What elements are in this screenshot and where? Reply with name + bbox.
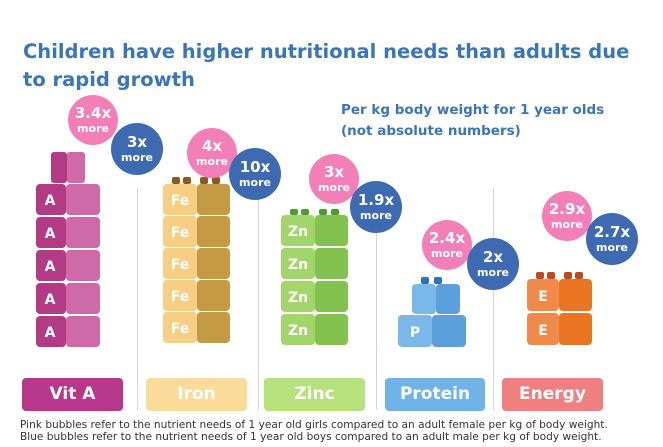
bubble-unit: more bbox=[596, 241, 628, 254]
block-label: E bbox=[538, 289, 548, 305]
block-label: P bbox=[410, 325, 420, 341]
block-label: Fe bbox=[171, 193, 190, 209]
category-label-protein: Protein bbox=[385, 378, 485, 411]
iron-boys-bubble: 10x more bbox=[229, 148, 281, 200]
block-label: Fe bbox=[171, 289, 190, 305]
bubble-value: 3x bbox=[323, 163, 345, 181]
block-label: A bbox=[45, 193, 56, 209]
subtitle-line-1: Per kg body weight for 1 year olds bbox=[341, 102, 605, 118]
iron-girls-bubble: 4x more bbox=[187, 128, 237, 178]
bubble-value: 3.4x bbox=[74, 104, 112, 122]
bubble-value: 3x bbox=[126, 133, 148, 151]
category-label-zinc: Zinc bbox=[264, 378, 365, 411]
protein-blocks: P bbox=[398, 315, 466, 347]
zinc-block-stack: Zn Zn Zn Zn bbox=[281, 209, 348, 345]
chart-subtitle: Per kg body weight for 1 year olds (not … bbox=[341, 100, 641, 142]
protein-girls-bubble: 2.4x more bbox=[422, 220, 472, 270]
block-label: A bbox=[45, 259, 56, 275]
chart-title: Children have higher nutritional needs t… bbox=[23, 40, 630, 91]
block-label: Zn bbox=[288, 323, 308, 339]
block-label: A bbox=[45, 226, 56, 242]
block-label: Zn bbox=[288, 290, 308, 306]
block-label: Zn bbox=[288, 257, 308, 273]
column-divider bbox=[137, 188, 138, 410]
energy-block-stack: E E bbox=[527, 272, 592, 345]
category-label-energy: Energy bbox=[502, 378, 603, 411]
column-divider bbox=[376, 188, 377, 410]
vit-a-girls-bubble: 3.4x more bbox=[68, 95, 118, 145]
bubble-value: 2x bbox=[482, 248, 504, 266]
zinc-girls-bubble: 3x more bbox=[309, 154, 359, 204]
energy-blocks: E E bbox=[527, 279, 592, 345]
block-label: A bbox=[45, 325, 56, 341]
bubble-unit: more bbox=[239, 176, 271, 189]
vit-a-block-stack: A A A A A bbox=[36, 152, 100, 347]
subtitle-line-2: (not absolute numbers) bbox=[341, 123, 521, 139]
block-label: Fe bbox=[171, 257, 190, 273]
bubble-unit: more bbox=[431, 247, 463, 260]
bubble-unit: more bbox=[318, 181, 350, 194]
energy-boys-bubble: 2.7x more bbox=[586, 213, 638, 265]
iron-block-stack: Fe Fe Fe Fe Fe bbox=[163, 177, 230, 343]
bubble-value: 2.7x bbox=[593, 223, 631, 241]
iron-blocks: Fe Fe Fe Fe Fe bbox=[163, 184, 230, 343]
energy-girls-bubble: 2.9x more bbox=[542, 191, 592, 241]
bubble-value: 2.4x bbox=[428, 229, 466, 247]
column-divider bbox=[493, 188, 494, 410]
footnote-pink: Pink bubbles refer to the nutrient needs… bbox=[20, 419, 608, 431]
protein-block-stack: P bbox=[398, 277, 466, 347]
bubble-unit: more bbox=[196, 155, 228, 168]
bubble-unit: more bbox=[477, 266, 509, 279]
block-label: Fe bbox=[171, 321, 190, 337]
bubble-unit: more bbox=[121, 151, 153, 164]
block-label: Fe bbox=[171, 225, 190, 241]
bubble-unit: more bbox=[360, 209, 392, 222]
bubble-value: 4x bbox=[201, 137, 223, 155]
bubble-value: 2.9x bbox=[548, 200, 586, 218]
footnote-blue: Blue bubbles refer to the nutrient needs… bbox=[20, 431, 602, 443]
bubble-unit: more bbox=[551, 218, 583, 231]
block-label: A bbox=[45, 292, 56, 308]
bubble-unit: more bbox=[77, 122, 109, 135]
zinc-boys-bubble: 1.9x more bbox=[350, 181, 402, 233]
block-label: Zn bbox=[288, 224, 308, 240]
bubble-value: 1.9x bbox=[357, 191, 395, 209]
block-label: E bbox=[538, 323, 548, 339]
bubble-value: 10x bbox=[239, 158, 271, 176]
category-label-vit-a: Vit A bbox=[22, 378, 123, 411]
protein-boys-bubble: 2x more bbox=[467, 238, 519, 290]
category-label-iron: Iron bbox=[146, 378, 247, 411]
vit-a-boys-bubble: 3x more bbox=[111, 123, 163, 175]
column-divider bbox=[258, 188, 259, 410]
zinc-blocks: Zn Zn Zn Zn bbox=[281, 215, 348, 345]
vit-a-blocks: A A A A A bbox=[36, 184, 100, 347]
